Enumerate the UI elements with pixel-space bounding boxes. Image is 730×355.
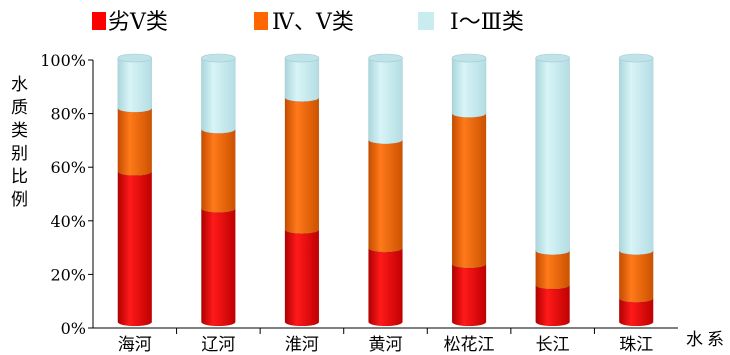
legend-swatch-series-0 [92,12,106,30]
x-ticks: 海河 辽河 淮河 黄河 松花江 长江 珠江 [118,328,653,355]
x-tick-label: 长江 [536,335,570,355]
x-tick-label: 黄河 [369,335,403,355]
bar-segment [535,57,570,255]
legend-swatch-series-2 [418,12,434,30]
x-axis-title: 水系 [686,330,728,350]
y-axis-title: 水质类别比例 [7,75,28,213]
y-tick-label: 80% [50,105,86,124]
bar-segment [201,57,236,134]
bar-segment [618,250,654,303]
legend-item-series-0: 劣Ⅴ类 [92,10,168,35]
bar-segment [368,139,403,253]
bar-stack [201,53,236,327]
bar-segment [451,57,487,118]
x-tick-label: 辽河 [201,335,235,355]
bar-cap [201,53,236,63]
legend-swatch-series-1 [254,12,268,30]
bar-stack [618,53,654,327]
bar-stack [451,53,487,327]
bar-segment [284,97,320,234]
bar-cap [284,53,320,63]
legend-item-series-1: Ⅳ、Ⅴ类 [254,10,354,35]
bar-segment [117,57,153,113]
bar-segment [451,113,487,269]
bar-stack [284,53,320,327]
legend-item-series-2: Ⅰ～Ⅲ类 [418,10,524,35]
bar-cap [451,53,487,63]
bar-segment [284,229,320,327]
bar-stack [535,53,570,327]
legend-label-series-1: Ⅳ、Ⅴ类 [272,10,354,35]
y-tick-label: 100% [40,51,86,70]
bar-segment [618,57,654,255]
bar-cap [535,53,570,63]
bar-segment [117,108,153,176]
bar-stack [368,53,403,327]
bar-segment [451,263,487,327]
y-tick-label: 0% [61,319,86,338]
bar-segment [368,57,403,145]
y-tick-label: 40% [50,212,86,231]
y-tick-label: 60% [50,158,86,177]
bar-segment [535,250,570,290]
x-tick-label: 海河 [118,335,152,355]
bar-segment [284,57,320,102]
bar-segment [368,247,403,327]
x-tick-label: 松花江 [444,335,495,355]
legend-label-series-0: 劣Ⅴ类 [108,10,168,35]
x-tick-label: 淮河 [285,335,319,355]
bar-segment [535,284,570,327]
bars [117,53,654,327]
bar-cap [618,53,654,63]
legend: 劣Ⅴ类 Ⅳ、Ⅴ类 Ⅰ～Ⅲ类 [92,10,524,35]
bar-cap [368,53,403,63]
bar-segment [201,129,236,213]
x-tick-label: 珠江 [619,335,653,355]
bar-cap [117,53,153,63]
legend-label-series-2: Ⅰ～Ⅲ类 [450,10,524,35]
bar-stack [117,53,153,327]
y-tick-label: 20% [50,265,86,284]
y-ticks: 0% 20% 40% 60% 80% 100% [40,51,93,338]
bar-segment [201,208,236,327]
bar-segment [117,171,153,327]
